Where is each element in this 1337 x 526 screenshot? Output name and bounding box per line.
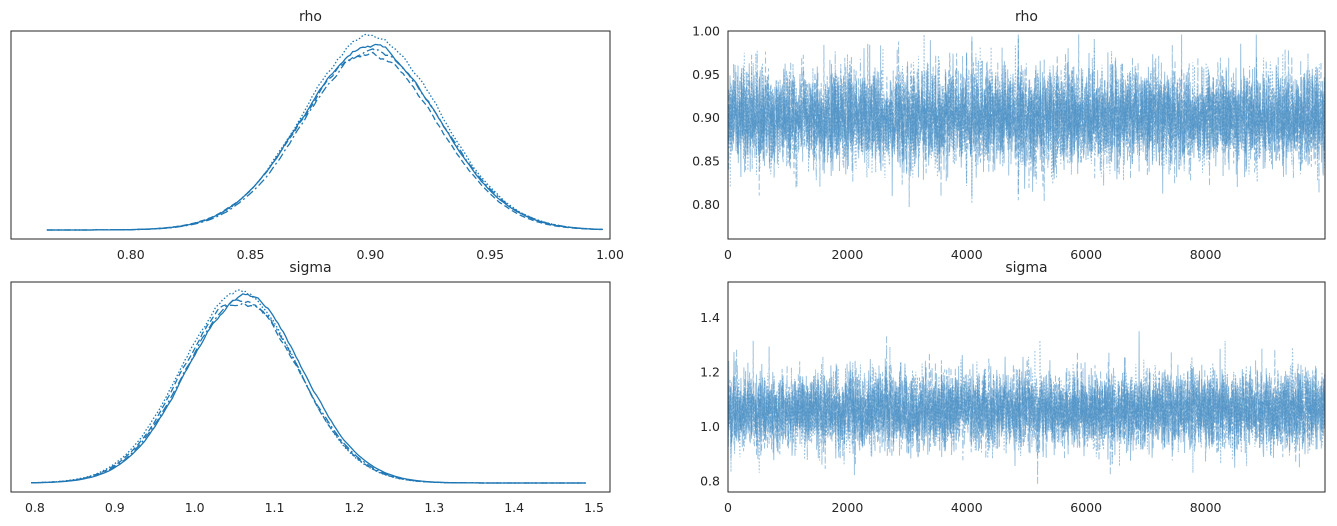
rho_kde-plot-area xyxy=(46,33,603,231)
x-tick-label: 0 xyxy=(724,247,732,262)
trace-chain-4 xyxy=(727,34,1326,204)
y-tick-label: 1.00 xyxy=(692,24,720,39)
rho_trace-panel: rho 0 2000 4000 6000 8000 0.80 0.85 0.90 0.95 1.00 xyxy=(692,9,1326,262)
x-tick-label: 8000 xyxy=(1190,500,1222,515)
x-tick-label: 1.1 xyxy=(265,500,285,515)
x-tick-label: 0.8 xyxy=(25,500,45,515)
rho_kde-panel: rho 0.80 0.85 0.90 0.95 1.00 xyxy=(10,9,624,262)
x-tick-label: 4000 xyxy=(951,247,983,262)
sigma_trace-plot-area xyxy=(727,331,1326,484)
rho_trace-plot-area xyxy=(727,34,1326,208)
x-tick-label: 4000 xyxy=(951,500,983,515)
x-tick-label: 1.5 xyxy=(584,500,604,515)
kde-line-chain-1 xyxy=(46,43,603,231)
x-tick-label: 0.9 xyxy=(105,500,125,515)
x-tick-label: 8000 xyxy=(1190,247,1222,262)
sigma_kde-plot-area xyxy=(30,289,586,484)
x-tick-label: 1.00 xyxy=(596,247,624,262)
y-tick-label: 1.2 xyxy=(700,365,720,380)
x-tick-label: 6000 xyxy=(1070,500,1102,515)
kde-line-chain-2 xyxy=(31,299,586,484)
y-tick-label: 0.85 xyxy=(692,154,720,169)
kde-line-chain-4 xyxy=(30,289,586,484)
x-tick-label: 0.95 xyxy=(476,247,504,262)
trace-chain-4 xyxy=(727,340,1326,473)
sigma_kde-frame xyxy=(10,281,611,493)
kde-line-chain-3 xyxy=(30,302,586,484)
x-tick-label: 0.90 xyxy=(356,247,384,262)
y-tick-label: 0.8 xyxy=(700,474,720,489)
x-tick-label: 2000 xyxy=(831,500,863,515)
rho_kde-frame xyxy=(10,30,611,240)
x-tick-label: 1.4 xyxy=(504,500,524,515)
rho_kde-title: rho xyxy=(299,9,322,25)
x-tick-label: 6000 xyxy=(1070,247,1102,262)
y-tick-label: 0.80 xyxy=(692,197,720,212)
y-tick-label: 1.4 xyxy=(700,310,720,325)
x-tick-label: 1.0 xyxy=(185,500,205,515)
sigma_kde-title: sigma xyxy=(289,260,331,276)
sigma_trace-frame xyxy=(727,281,1326,493)
rho_trace-frame xyxy=(727,30,1326,240)
y-tick-label: 1.0 xyxy=(700,419,720,434)
sigma_trace-title: sigma xyxy=(1005,260,1047,276)
kde-line-chain-4 xyxy=(46,33,603,231)
x-tick-label: 1.2 xyxy=(344,500,364,515)
x-tick-label: 0.80 xyxy=(117,247,145,262)
kde-line-chain-3 xyxy=(46,48,603,231)
sigma_trace-panel: sigma 0 2000 4000 6000 8000 0.8 1.0 1.2 1.4 xyxy=(700,260,1326,515)
x-tick-label: 2000 xyxy=(831,247,863,262)
x-tick-label: 0 xyxy=(724,500,732,515)
kde-line-chain-2 xyxy=(46,51,603,231)
trace-chain-3 xyxy=(727,336,1326,484)
y-tick-label: 0.90 xyxy=(692,110,720,125)
x-tick-label: 0.85 xyxy=(237,247,265,262)
y-tick-label: 0.95 xyxy=(692,67,720,82)
rho_trace-title: rho xyxy=(1015,9,1038,25)
sigma_kde-panel: sigma 0.8 0.9 1.0 1.1 1.2 1.3 1.4 1.5 xyxy=(10,260,611,515)
x-tick-label: 1.3 xyxy=(424,500,444,515)
